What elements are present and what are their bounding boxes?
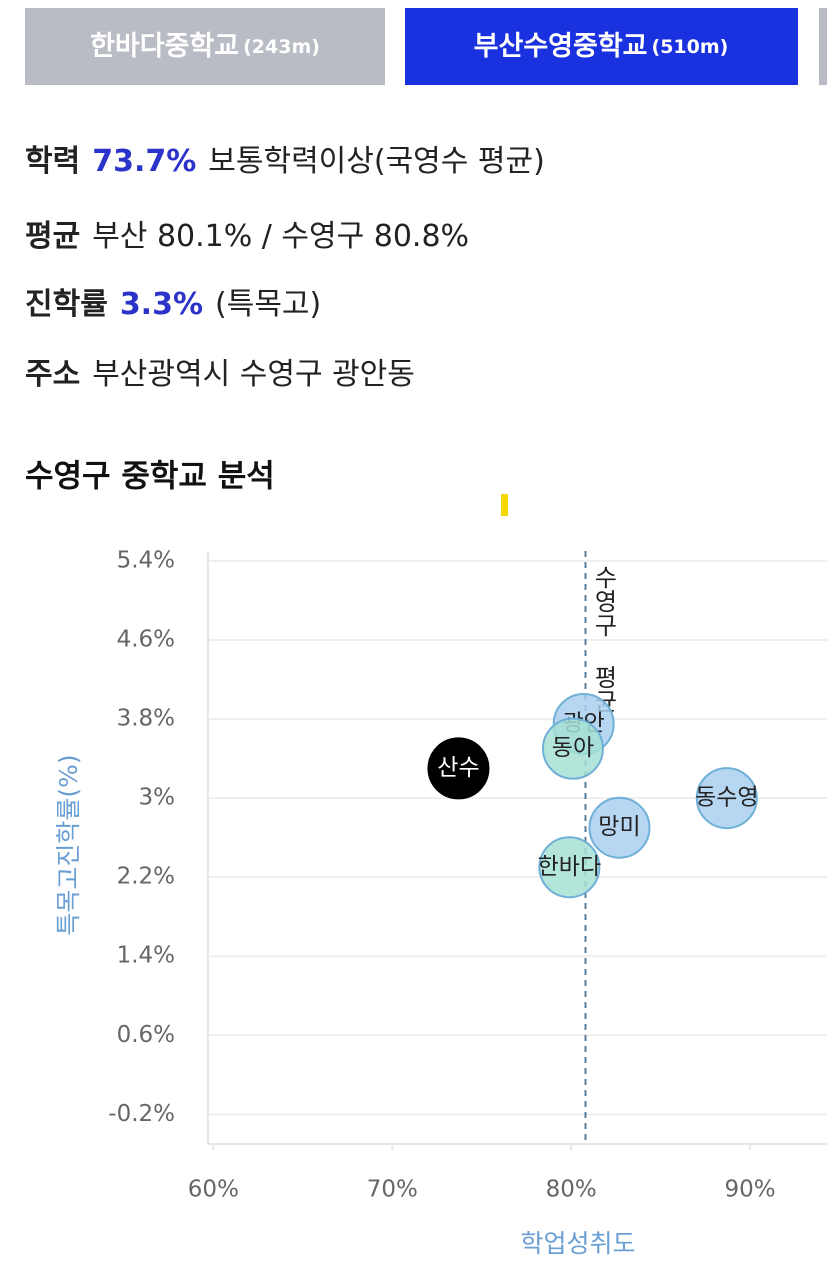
tab-label[interactable]: 한바다중학교 (243m) [90,31,320,62]
x-tick-label: 70% [367,1177,418,1203]
info-label: 평균 [25,219,80,254]
y-tick-label: 5.4% [117,547,175,573]
point-label: 산수 [437,755,479,781]
tab-distance[interactable]: (510m) [652,36,729,58]
info-label: 진학률 [25,287,108,322]
chart: 5.4% 4.6% 3.8% 3% 2.2% 1.4% 0.6% -0.2% 60% 70% 80%… [54,547,827,1258]
point-label: 동수영 [695,785,758,811]
tab-name[interactable]: 한바다중학교 [90,31,239,62]
point [695,767,758,830]
info-label: 주소 [25,357,80,392]
x-axis-title: 학업성취도 [520,1229,635,1258]
info-highlight: 73.7% [92,144,196,179]
point [588,796,651,859]
info-row: 평균 부산 80.1% / 수영구 80.8% [25,219,469,254]
tab[interactable] [25,8,385,85]
y-tick-label: 2.2% [117,864,175,890]
y-tick-label: 3.8% [117,706,175,732]
y-tick-label: 1.4% [117,943,175,969]
section-title: 수영구 중학교 분석 [25,459,275,495]
tab-distance[interactable]: (243m) [243,36,320,58]
y-tick-label: 3% [139,785,176,811]
info-text: (특목고) [215,287,321,322]
tab-name[interactable]: 부산수영중학교 [474,31,648,62]
info-row: 진학률 3.3% (특목고) [25,287,321,322]
y-axis-title: 특목고진학률(%) [54,754,83,935]
info-label: 학력 [25,144,80,179]
y-tick-label: 4.6% [117,626,175,652]
y-tick-label: 0.6% [117,1022,175,1048]
reference-label: 수영구 평균 [589,565,617,713]
point-label: 한바다 [538,854,601,880]
tab-label[interactable]: 부산수영중학교 (510m) [474,31,729,62]
tab-active[interactable] [405,8,798,85]
tab[interactable] [819,8,827,85]
marker [501,494,508,516]
info-row: 학력 73.7% 보통학력이상(국영수 평균) [25,144,545,179]
info-text: 부산 80.1% / 수영구 80.8% [92,219,469,254]
point [541,717,604,780]
point-label: 망미 [598,814,640,840]
x-tick-label: 80% [546,1177,597,1203]
info-row: 주소 부산광역시 수영구 광안동 [25,357,415,392]
info-text: 부산광역시 수영구 광안동 [92,357,415,392]
x-tick-label: 90% [725,1177,776,1203]
point [538,836,601,899]
x-tick-label: 60% [188,1177,239,1203]
info-highlight: 3.3% [120,287,203,322]
info-text: 보통학력이상(국영수 평균) [208,144,545,179]
point-label: 동아 [552,735,594,761]
point [427,737,490,800]
y-tick-label: -0.2% [108,1101,175,1127]
